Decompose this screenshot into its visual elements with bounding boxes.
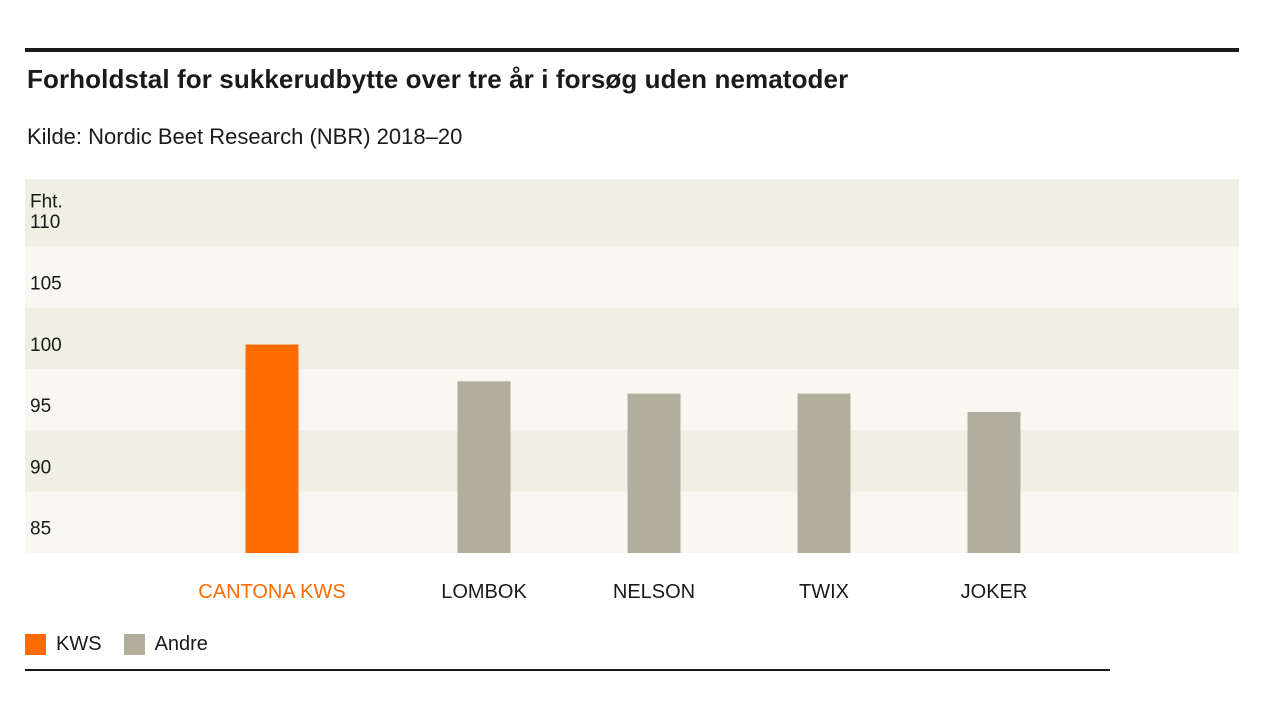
y-axis-unit-label: Fht.	[30, 191, 63, 212]
chart-subtitle: Kilde: Nordic Beet Research (NBR) 2018–2…	[27, 124, 463, 149]
bar-joker	[967, 411, 1021, 553]
y-tick-label-100: 100	[30, 335, 62, 356]
bar-lombok	[457, 381, 511, 553]
x-tick-label-joker: JOKER	[961, 581, 1028, 603]
x-tick-label-cantona-kws: CANTONA KWS	[198, 581, 345, 603]
grid-band-0	[25, 179, 1239, 247]
legend-item-kws: KWS	[25, 633, 102, 656]
y-tick-label-110: 110	[30, 212, 60, 233]
grid-band-2	[25, 307, 1239, 370]
legend-label-kws: KWS	[56, 633, 102, 655]
legend-label-andre: Andre	[154, 633, 208, 655]
legend: KWS Andre	[25, 633, 230, 656]
y-tick-label-85: 85	[30, 519, 51, 540]
y-tick-label-90: 90	[30, 457, 51, 478]
bar-nelson	[627, 393, 681, 553]
legend-swatch-andre	[123, 634, 145, 655]
grid-band-1	[25, 246, 1239, 308]
y-tick-label-105: 105	[30, 273, 62, 294]
x-tick-label-twix: TWIX	[799, 581, 849, 603]
y-tick-label-95: 95	[30, 396, 51, 417]
top-rule	[25, 48, 1239, 52]
legend-swatch-kws	[25, 634, 46, 655]
bar-twix	[797, 393, 851, 553]
x-tick-label-nelson: NELSON	[613, 581, 695, 603]
x-tick-label-lombok: LOMBOK	[441, 581, 527, 603]
bar-cantona-kws	[245, 344, 299, 553]
chart-title: Forholdstal for sukkerudbytte over tre å…	[27, 64, 849, 94]
bottom-rule	[25, 669, 1110, 671]
legend-item-andre: Andre	[123, 633, 208, 656]
